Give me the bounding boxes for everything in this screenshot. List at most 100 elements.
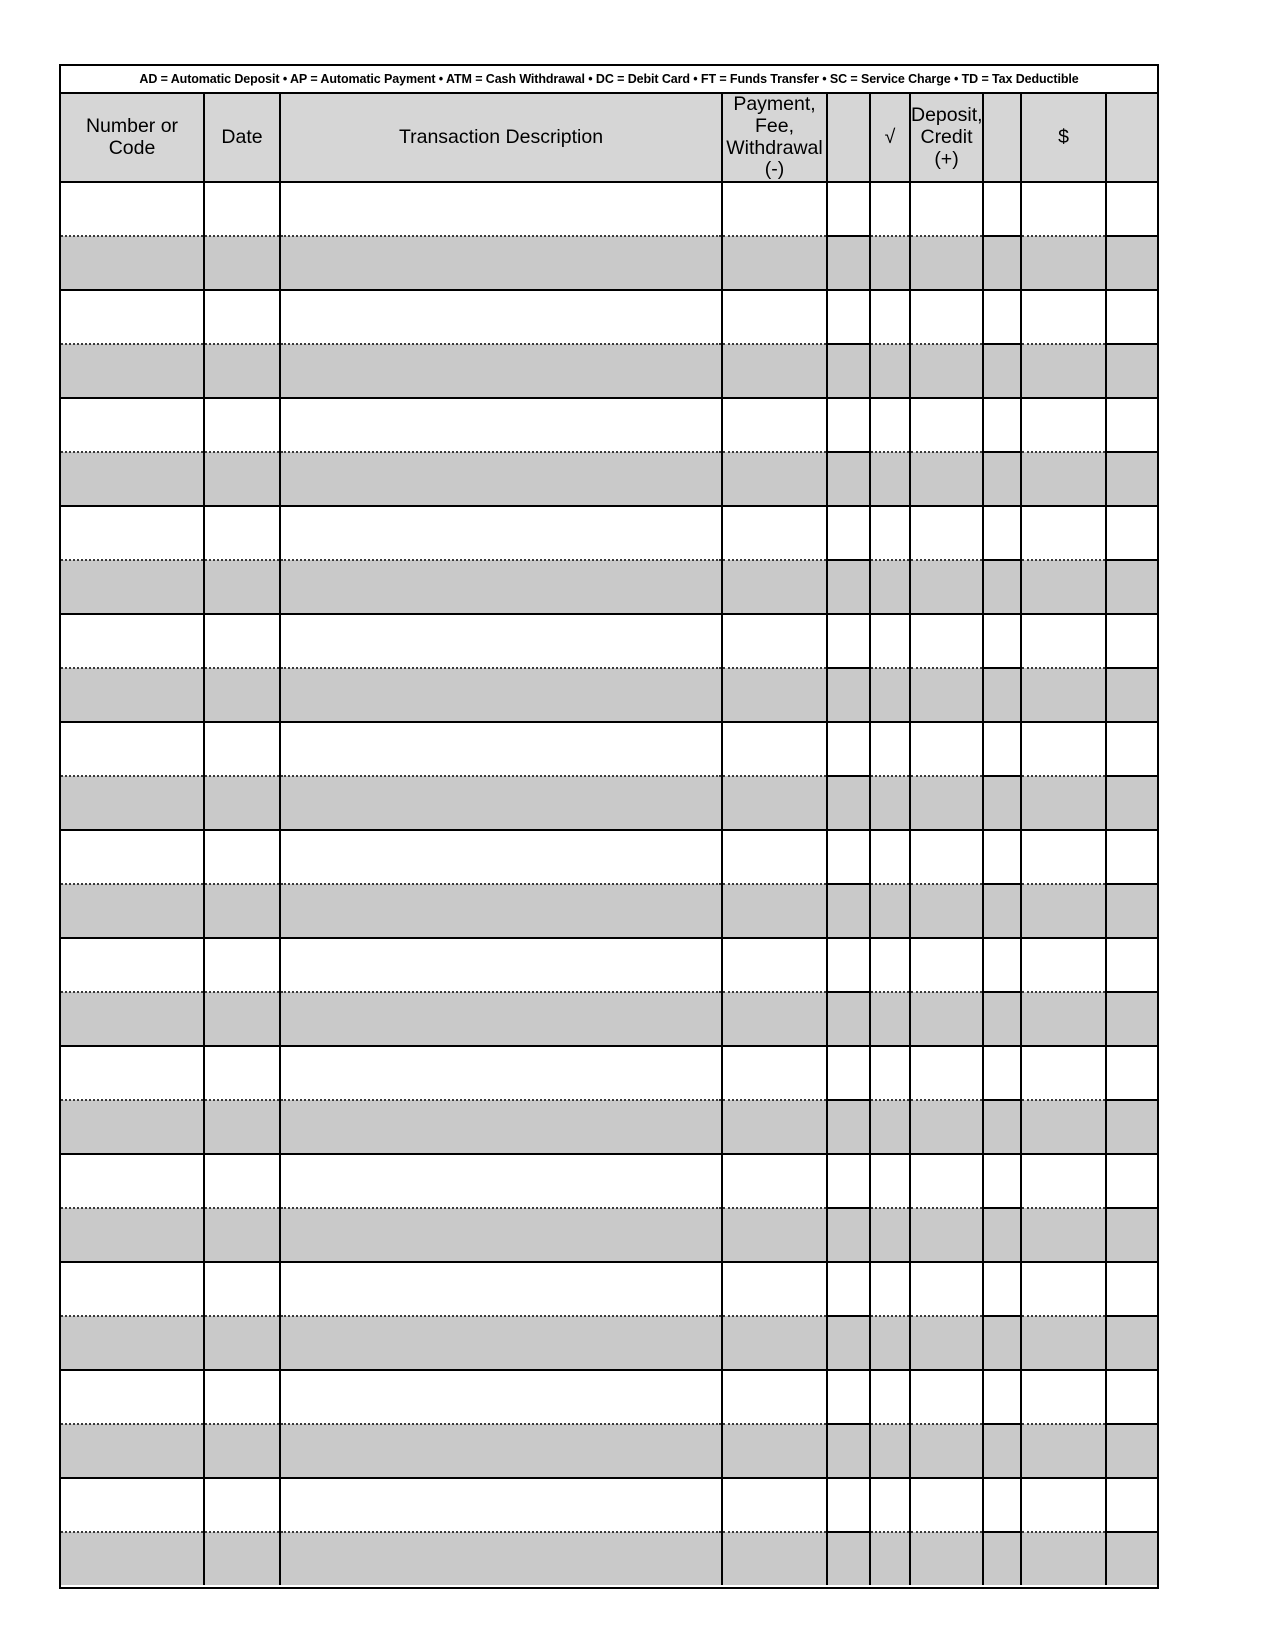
cell-check-mark[interactable]	[869, 1370, 911, 1426]
cell-deposit-cents[interactable]	[982, 1424, 1022, 1480]
table-row[interactable]	[61, 1208, 1157, 1264]
cell-number-or-code[interactable]	[61, 290, 205, 346]
cell-check-mark[interactable]	[869, 1046, 911, 1102]
cell-payment-cents[interactable]	[826, 344, 871, 400]
cell-transaction-description[interactable]	[279, 1424, 723, 1480]
cell-number-or-code[interactable]	[61, 938, 205, 994]
cell-date[interactable]	[203, 1370, 281, 1426]
cell-payment-cents[interactable]	[826, 614, 871, 670]
cell-number-or-code[interactable]	[61, 884, 205, 940]
cell-payment[interactable]	[721, 1478, 828, 1534]
cell-balance[interactable]	[1020, 614, 1107, 670]
table-row[interactable]	[61, 1424, 1157, 1480]
cell-balance-cents[interactable]	[1105, 668, 1157, 724]
cell-deposit[interactable]	[909, 992, 984, 1048]
cell-payment[interactable]	[721, 1370, 828, 1426]
table-row[interactable]	[61, 1316, 1157, 1372]
cell-number-or-code[interactable]	[61, 668, 205, 724]
cell-deposit[interactable]	[909, 722, 984, 778]
cell-balance[interactable]	[1020, 1046, 1107, 1102]
cell-check-mark[interactable]	[869, 290, 911, 346]
cell-date[interactable]	[203, 1316, 281, 1372]
cell-balance[interactable]	[1020, 776, 1107, 832]
cell-balance-cents[interactable]	[1105, 992, 1157, 1048]
cell-deposit-cents[interactable]	[982, 1262, 1022, 1318]
cell-balance-cents[interactable]	[1105, 1532, 1157, 1586]
cell-payment[interactable]	[721, 182, 828, 238]
cell-balance-cents[interactable]	[1105, 506, 1157, 562]
cell-deposit[interactable]	[909, 1532, 984, 1586]
cell-balance[interactable]	[1020, 1532, 1107, 1586]
cell-balance[interactable]	[1020, 830, 1107, 886]
cell-number-or-code[interactable]	[61, 1100, 205, 1156]
cell-balance[interactable]	[1020, 1316, 1107, 1372]
table-row[interactable]	[61, 668, 1157, 724]
cell-deposit[interactable]	[909, 344, 984, 400]
cell-balance-cents[interactable]	[1105, 236, 1157, 292]
cell-payment-cents[interactable]	[826, 290, 871, 346]
cell-deposit-cents[interactable]	[982, 1100, 1022, 1156]
cell-payment-cents[interactable]	[826, 1046, 871, 1102]
cell-number-or-code[interactable]	[61, 1424, 205, 1480]
cell-number-or-code[interactable]	[61, 1262, 205, 1318]
table-row[interactable]	[61, 938, 1157, 994]
table-row[interactable]	[61, 290, 1157, 346]
cell-date[interactable]	[203, 992, 281, 1048]
cell-balance[interactable]	[1020, 992, 1107, 1048]
cell-date[interactable]	[203, 776, 281, 832]
cell-balance[interactable]	[1020, 1262, 1107, 1318]
cell-deposit[interactable]	[909, 1100, 984, 1156]
cell-deposit-cents[interactable]	[982, 614, 1022, 670]
cell-transaction-description[interactable]	[279, 1208, 723, 1264]
cell-payment-cents[interactable]	[826, 1208, 871, 1264]
cell-payment[interactable]	[721, 1424, 828, 1480]
cell-balance-cents[interactable]	[1105, 1316, 1157, 1372]
cell-deposit[interactable]	[909, 236, 984, 292]
cell-date[interactable]	[203, 398, 281, 454]
cell-transaction-description[interactable]	[279, 182, 723, 238]
cell-payment[interactable]	[721, 992, 828, 1048]
cell-number-or-code[interactable]	[61, 452, 205, 508]
cell-transaction-description[interactable]	[279, 398, 723, 454]
cell-check-mark[interactable]	[869, 992, 911, 1048]
cell-balance-cents[interactable]	[1105, 1262, 1157, 1318]
cell-number-or-code[interactable]	[61, 344, 205, 400]
cell-number-or-code[interactable]	[61, 1532, 205, 1586]
cell-number-or-code[interactable]	[61, 1478, 205, 1534]
cell-deposit-cents[interactable]	[982, 452, 1022, 508]
cell-deposit[interactable]	[909, 884, 984, 940]
cell-deposit-cents[interactable]	[982, 668, 1022, 724]
cell-deposit-cents[interactable]	[982, 560, 1022, 616]
cell-payment-cents[interactable]	[826, 452, 871, 508]
cell-payment-cents[interactable]	[826, 776, 871, 832]
cell-payment-cents[interactable]	[826, 182, 871, 238]
cell-deposit-cents[interactable]	[982, 1316, 1022, 1372]
table-row[interactable]	[61, 1370, 1157, 1426]
cell-transaction-description[interactable]	[279, 830, 723, 886]
cell-deposit-cents[interactable]	[982, 1478, 1022, 1534]
cell-deposit[interactable]	[909, 1478, 984, 1534]
cell-balance[interactable]	[1020, 1370, 1107, 1426]
cell-balance[interactable]	[1020, 1154, 1107, 1210]
cell-payment[interactable]	[721, 506, 828, 562]
cell-deposit-cents[interactable]	[982, 1370, 1022, 1426]
cell-balance[interactable]	[1020, 560, 1107, 616]
cell-check-mark[interactable]	[869, 830, 911, 886]
cell-number-or-code[interactable]	[61, 506, 205, 562]
table-row[interactable]	[61, 1046, 1157, 1102]
cell-deposit[interactable]	[909, 668, 984, 724]
cell-deposit[interactable]	[909, 1046, 984, 1102]
table-row[interactable]	[61, 506, 1157, 562]
cell-transaction-description[interactable]	[279, 1046, 723, 1102]
cell-date[interactable]	[203, 1208, 281, 1264]
cell-balance[interactable]	[1020, 506, 1107, 562]
cell-payment-cents[interactable]	[826, 236, 871, 292]
cell-transaction-description[interactable]	[279, 1478, 723, 1534]
cell-date[interactable]	[203, 290, 281, 346]
cell-transaction-description[interactable]	[279, 1532, 723, 1586]
table-row[interactable]	[61, 722, 1157, 778]
table-row[interactable]	[61, 452, 1157, 508]
cell-payment[interactable]	[721, 830, 828, 886]
cell-date[interactable]	[203, 1478, 281, 1534]
cell-date[interactable]	[203, 1046, 281, 1102]
